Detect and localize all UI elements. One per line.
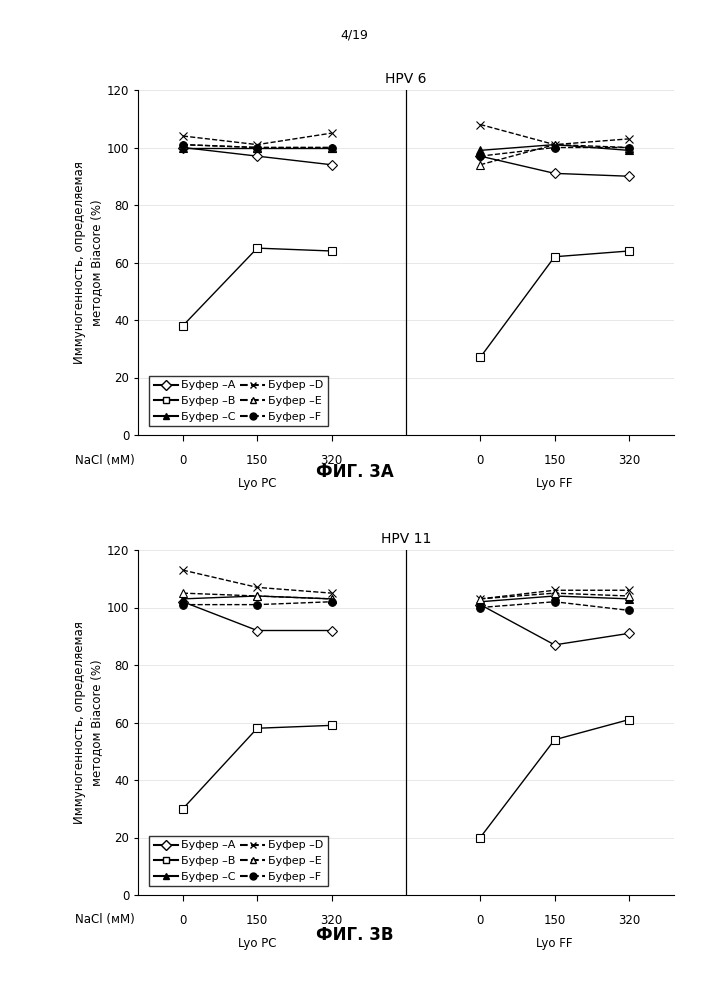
Text: NaCl (мМ): NaCl (мМ) [75, 454, 135, 467]
Title: HPV 11: HPV 11 [381, 532, 431, 546]
Legend: Буфер –A, Буфер –B, Буфер –C, Буфер –D, Буфер –E, Буфер –F: Буфер –A, Буфер –B, Буфер –C, Буфер –D, … [149, 836, 328, 886]
Title: HPV 6: HPV 6 [385, 72, 427, 86]
Text: ФИГ. 3A: ФИГ. 3A [316, 463, 393, 481]
Y-axis label: Иммуногенность, определяемая
методом Biacore (%): Иммуногенность, определяемая методом Bia… [73, 161, 103, 364]
Text: 150: 150 [246, 914, 268, 926]
Text: Lyo PC: Lyo PC [238, 477, 277, 490]
Text: 150: 150 [246, 454, 268, 467]
Text: 150: 150 [544, 454, 566, 467]
Text: 0: 0 [179, 914, 186, 926]
Text: 0: 0 [476, 914, 484, 926]
Text: Lyo PC: Lyo PC [238, 936, 277, 950]
Text: 320: 320 [320, 454, 342, 467]
Text: 320: 320 [618, 914, 640, 926]
Text: 0: 0 [179, 454, 186, 467]
Y-axis label: Иммуногенность, определяемая
методом Biacore (%): Иммуногенность, определяемая методом Bia… [73, 621, 103, 824]
Text: 320: 320 [320, 914, 342, 926]
Text: 0: 0 [476, 454, 484, 467]
Text: Lyo FF: Lyo FF [536, 936, 573, 950]
Text: 320: 320 [618, 454, 640, 467]
Legend: Буфер –A, Буфер –B, Буфер –C, Буфер –D, Буфер –E, Буфер –F: Буфер –A, Буфер –B, Буфер –C, Буфер –D, … [149, 376, 328, 426]
Text: 150: 150 [544, 914, 566, 926]
Text: 4/19: 4/19 [340, 28, 369, 41]
Text: Lyo FF: Lyo FF [536, 477, 573, 490]
Text: ФИГ. 3B: ФИГ. 3B [316, 926, 393, 944]
Text: NaCl (мМ): NaCl (мМ) [75, 914, 135, 926]
